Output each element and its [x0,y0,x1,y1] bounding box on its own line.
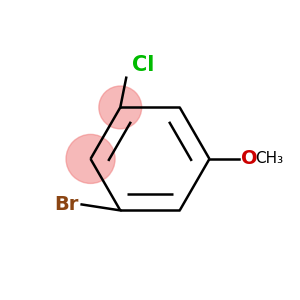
Circle shape [99,86,142,129]
Circle shape [66,134,115,183]
Text: Cl: Cl [132,55,154,75]
Text: CH₃: CH₃ [256,152,284,166]
Text: Br: Br [54,195,79,214]
Text: O: O [241,149,257,168]
